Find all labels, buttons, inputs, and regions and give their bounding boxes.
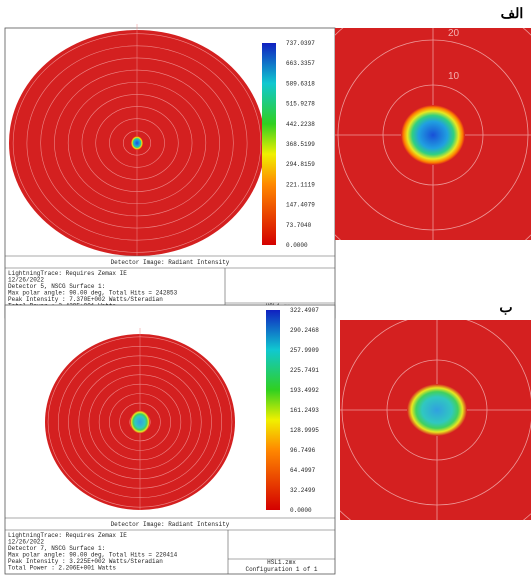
info-line: Max polar angle: 90.00 deg, Total Hits =… (8, 552, 178, 559)
legend-value: 589.6318 (286, 80, 315, 87)
legend-value: 257.9909 (290, 347, 319, 354)
panel-label: ب (499, 301, 512, 316)
file-name: HSL1.zmx (267, 559, 296, 566)
info-line: Max polar angle: 90.00 deg, Total Hits =… (8, 290, 178, 297)
info-line: Detector 7, NSCG Surface 1: (8, 545, 105, 552)
info-line: 12/26/2022 (8, 277, 44, 284)
caption: Detector Image: Radiant Intensity (111, 259, 230, 266)
info-line: Peak Intensity : 7.370E+002 Watts/Sterad… (8, 296, 163, 303)
config: Configuration 1 of 1 (245, 566, 317, 573)
info-line: Total Power : 2.206E+001 Watts (8, 565, 116, 572)
legend-value: 0.0000 (286, 242, 308, 249)
legend-value: 161.2493 (290, 407, 319, 414)
colorbar (262, 43, 276, 245)
info-line: LightningTrace: Requires Zemax IE (8, 270, 127, 277)
legend-value: 225.7491 (290, 367, 319, 374)
info-line: 12/26/2022 (8, 539, 44, 546)
legend-value: 147.4079 (286, 202, 315, 209)
info-line: Peak Intensity : 3.225E+002 Watts/Sterad… (8, 558, 163, 565)
info-line: Detector 5, NSCG Surface 1: (8, 283, 105, 290)
legend-value: 294.8159 (286, 161, 315, 168)
legend-value: 73.7040 (286, 222, 312, 229)
legend-value: 96.7496 (290, 447, 316, 454)
legend-value: 290.2468 (290, 327, 319, 334)
legend-value: 663.3357 (286, 60, 315, 67)
zoom-image (340, 320, 531, 520)
spot (407, 384, 467, 436)
legend-value: 322.4907 (290, 307, 319, 314)
zoom-label: 10 (448, 71, 460, 82)
info-line: LightningTrace: Requires Zemax IE (8, 532, 127, 539)
legend-value: 221.1119 (286, 181, 315, 188)
legend-value: 64.4997 (290, 467, 316, 474)
legend-value: 128.9995 (290, 427, 319, 434)
legend-value: 0.0000 (290, 507, 312, 514)
caption: Detector Image: Radiant Intensity (111, 521, 230, 528)
zoom-label: 20 (448, 28, 460, 39)
colorbar (266, 310, 280, 510)
legend-value: 442.2238 (286, 121, 315, 128)
spot (131, 136, 143, 150)
legend-value: 737.0397 (286, 40, 315, 47)
legend-value: 32.2499 (290, 487, 316, 494)
panel-label: الف (501, 7, 524, 22)
legend-value: 193.4992 (290, 387, 319, 394)
spot (130, 410, 150, 434)
legend-value: 368.5199 (286, 141, 315, 148)
legend-value: 515.9278 (286, 101, 315, 108)
spot (401, 105, 465, 165)
